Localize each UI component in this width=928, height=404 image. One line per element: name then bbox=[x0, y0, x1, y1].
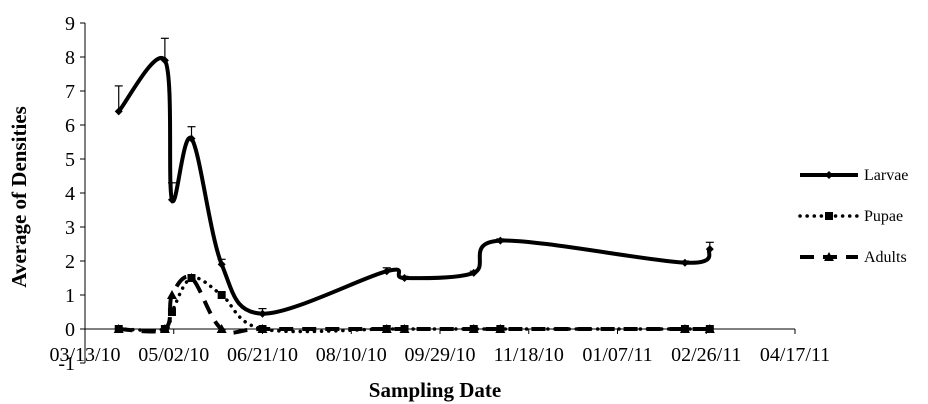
legend-label-pupae: Pupae bbox=[864, 208, 903, 225]
data-point-adults bbox=[216, 324, 227, 333]
data-point-pupae bbox=[217, 291, 226, 299]
data-point-pupae bbox=[258, 325, 267, 333]
data-point-larvae bbox=[258, 309, 267, 318]
data-point-pupae bbox=[400, 325, 409, 333]
data-point-larvae bbox=[187, 134, 196, 143]
y-axis: -1 0 1 2 3 4 5 6 7 8 9 bbox=[58, 13, 86, 375]
y-tick-label: 5 bbox=[65, 149, 75, 171]
data-point-pupae bbox=[496, 325, 505, 333]
data-point-pupae bbox=[187, 274, 196, 282]
data-point-larvae bbox=[469, 268, 478, 277]
data-point-pupae bbox=[167, 308, 176, 316]
y-tick-label: 0 bbox=[65, 319, 75, 341]
legend-marker-pupae bbox=[825, 212, 833, 220]
data-point-larvae bbox=[217, 260, 226, 269]
x-tick-label: 05/02/10 bbox=[138, 344, 209, 366]
data-point-pupae bbox=[705, 325, 714, 333]
legend-label-larvae: Larvae bbox=[864, 167, 908, 184]
x-axis: 03/13/10 05/02/10 06/21/10 08/10/10 09/29/10… bbox=[49, 328, 830, 366]
legend-label-adults: Adults bbox=[864, 249, 907, 266]
legend-marker-larvae bbox=[825, 171, 833, 179]
data-point-larvae bbox=[114, 107, 123, 116]
x-axis-title: Sampling Date bbox=[369, 378, 501, 402]
data-point-larvae bbox=[400, 274, 409, 282]
x-tick-label: 06/21/10 bbox=[227, 344, 298, 366]
legend: Larvae Pupae Adults bbox=[798, 167, 908, 266]
data-point-pupae bbox=[160, 325, 169, 333]
y-tick-label: 3 bbox=[65, 217, 75, 239]
plot-area bbox=[116, 56, 712, 335]
x-tick-label: 01/07/11 bbox=[582, 344, 652, 366]
x-tick-label: 09/29/10 bbox=[404, 344, 475, 366]
data-point-pupae bbox=[469, 325, 478, 333]
data-point-larvae bbox=[382, 267, 391, 276]
y-tick-label: -1 bbox=[58, 353, 75, 375]
x-tick-label: 02/26/11 bbox=[671, 344, 741, 366]
series-line-pupae bbox=[116, 275, 712, 334]
y-tick-label: 7 bbox=[65, 81, 75, 103]
series-line-adults bbox=[118, 274, 712, 335]
data-point-pupae bbox=[114, 325, 123, 333]
y-axis-title: Average of Densities bbox=[7, 106, 31, 288]
y-tick-label: 4 bbox=[65, 183, 75, 205]
x-tick-label: 11/18/10 bbox=[494, 344, 564, 366]
y-tick-label: 1 bbox=[65, 285, 75, 307]
y-tick-label: 2 bbox=[65, 251, 75, 273]
data-point-pupae bbox=[382, 325, 391, 333]
y-tick-label: 9 bbox=[65, 13, 75, 35]
series-line-larvae bbox=[117, 56, 712, 316]
plot-markers bbox=[113, 37, 715, 333]
data-point-pupae bbox=[680, 325, 689, 333]
data-point-larvae bbox=[680, 258, 689, 267]
data-point-larvae bbox=[705, 245, 714, 254]
y-tick-label: 6 bbox=[65, 115, 75, 137]
legend-marker-adults bbox=[824, 252, 834, 261]
y-tick-label: 8 bbox=[65, 47, 75, 69]
data-point-adults bbox=[166, 290, 177, 299]
data-point-larvae bbox=[160, 56, 169, 65]
x-tick-label: 08/10/10 bbox=[316, 344, 387, 366]
x-tick-label: 04/17/11 bbox=[760, 344, 830, 366]
x-tick-label: 03/13/10 bbox=[49, 344, 120, 366]
data-point-larvae bbox=[167, 195, 176, 204]
data-point-larvae bbox=[496, 236, 505, 245]
